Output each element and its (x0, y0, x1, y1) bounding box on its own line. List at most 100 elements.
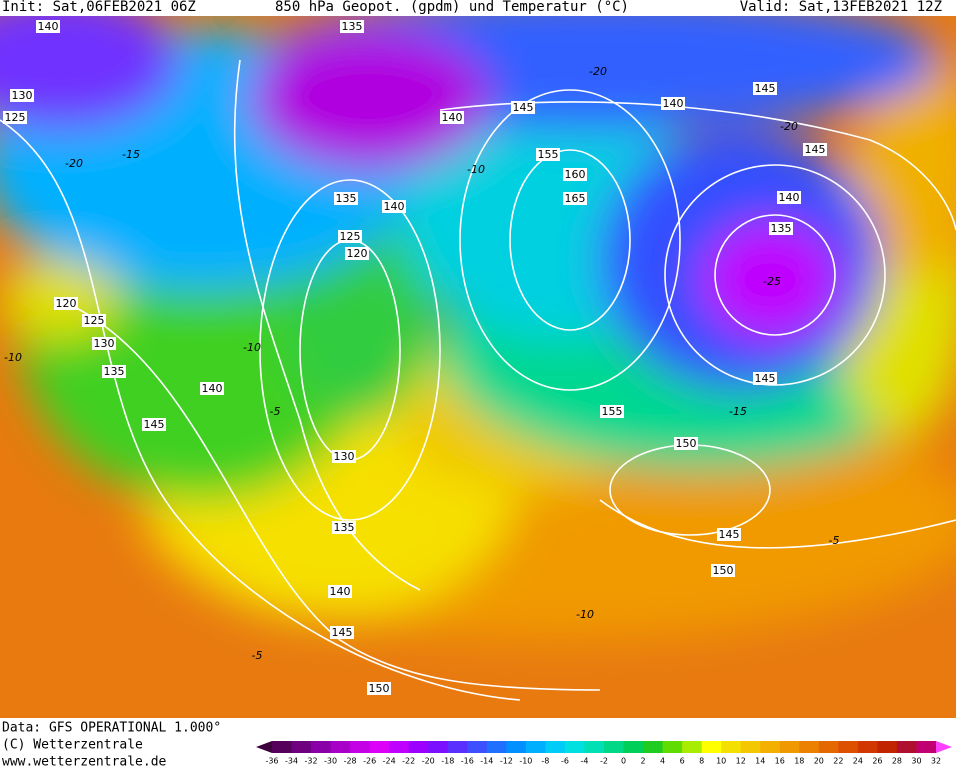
label-box (382, 200, 406, 213)
colorbar-label: 16 (775, 757, 785, 766)
colorbar-label: -16 (461, 757, 474, 766)
colorbar-label: 24 (853, 757, 863, 766)
label-box (440, 111, 464, 124)
map-title: 850 hPa Geopot. (gpdm) und Temperatur (°… (275, 0, 629, 15)
colorbar-label: 0 (621, 757, 626, 766)
geopotential-label: 145 (332, 626, 353, 639)
colorbar-label: 14 (755, 757, 765, 766)
geopotential-label: 145 (755, 82, 776, 95)
temperature-label: -20 (589, 65, 607, 78)
label-box (345, 247, 369, 260)
colorbar-box (701, 741, 722, 753)
geopotential-label: 135 (336, 192, 357, 205)
header: Init: Sat,06FEB2021 06Z 850 hPa Geopot. … (2, 0, 942, 15)
colorbar-box (740, 741, 761, 753)
label-box (338, 230, 362, 243)
temperature-label: -20 (780, 120, 798, 133)
label-box (674, 437, 698, 450)
geopotential-label: 135 (104, 365, 125, 378)
init-time: Init: Sat,06FEB2021 06Z (2, 0, 196, 15)
geopotential-label: 150 (713, 564, 734, 577)
colorbar-label: -6 (561, 757, 569, 766)
colorbar: -36 -34 -32 -30 -28 -26 -24 -22 -20 -18 -16 -14 -12-… (256, 741, 952, 766)
geopotential-label: 145 (144, 418, 165, 431)
colorbar-label: -8 (541, 757, 549, 766)
colorbar-label: -26 (363, 757, 376, 766)
label-box (142, 418, 166, 431)
label-box (563, 192, 587, 205)
label-box (563, 168, 587, 181)
colorbar-arrow-left (256, 741, 272, 753)
colorbar-label: -18 (441, 757, 454, 766)
label-box (600, 405, 624, 418)
colorbar-box (779, 741, 800, 753)
colorbar-box (408, 741, 429, 753)
label-box (3, 111, 27, 124)
colorbar-label: -22 (402, 757, 415, 766)
geopotential-label: 130 (334, 450, 355, 463)
temperature-label: -25 (763, 275, 781, 288)
colorbar-label: 22 (833, 757, 843, 766)
colorbar-label: 20 (814, 757, 824, 766)
temperature-label: -10 (4, 351, 22, 364)
geopotential-label: 160 (565, 168, 586, 181)
colorbar-box (447, 741, 468, 753)
label-box (753, 82, 777, 95)
geopotential-label: 145 (513, 101, 534, 114)
footer: Data: GFS OPERATIONAL 1.000° (C) Wetterz… (2, 721, 221, 768)
colorbar-label: -34 (285, 757, 298, 766)
colorbar-label: 12 (736, 757, 746, 766)
label-box (536, 148, 560, 161)
colorbar-label: -32 (305, 757, 318, 766)
label-box (200, 382, 224, 395)
colorbar-box (623, 741, 644, 753)
geopotential-label: 120 (347, 247, 368, 260)
contour-labels: 140 130 125 145 140 145 155 160 165 145 140 135 135 1… (3, 20, 839, 695)
label-box (334, 192, 358, 205)
geopotential-label: 130 (12, 89, 33, 102)
colorbar-arrow-right (936, 741, 952, 753)
colorbar-label: -2 (600, 757, 608, 766)
label-box (803, 143, 827, 156)
geopotential-label: 145 (719, 528, 740, 541)
colorbar-box (525, 741, 546, 753)
colorbar-box (272, 741, 293, 753)
colorbar-box (760, 741, 781, 753)
temperature-label: -10 (576, 608, 594, 621)
geopotential-label: 155 (538, 148, 559, 161)
temperature-label: -10 (467, 163, 485, 176)
geopotential-label: 120 (56, 297, 77, 310)
colorbar-box (311, 741, 332, 753)
geopotential-label: 125 (84, 314, 105, 327)
colorbar-box (428, 741, 449, 753)
colorbar-box (682, 741, 703, 753)
geopotential-label: 140 (779, 191, 800, 204)
url: www.wetterzentrale.de (2, 755, 167, 768)
label-box (332, 450, 356, 463)
label-box (36, 20, 60, 33)
label-box (711, 564, 735, 577)
colorbar-box (721, 741, 742, 753)
colorbar-label: 2 (641, 757, 646, 766)
valid-time: Valid: Sat,13FEB2021 12Z (740, 0, 942, 15)
temperature-label: -20 (65, 157, 83, 170)
colorbar-box (350, 741, 371, 753)
colorbar-box (564, 741, 585, 753)
label-box (511, 101, 535, 114)
data-source: Data: GFS OPERATIONAL 1.000° (2, 721, 221, 736)
colorbar-label: 8 (699, 757, 704, 766)
colorbar-label: -4 (580, 757, 588, 766)
temperature-label: -15 (122, 148, 140, 161)
colorbar-box (369, 741, 390, 753)
colorbar-box (330, 741, 351, 753)
colorbar-box (467, 741, 488, 753)
colorbar-label: 30 (911, 757, 921, 766)
temperature-label: -10 (243, 341, 261, 354)
label-box (330, 626, 354, 639)
label-box (769, 222, 793, 235)
colorbar-box (584, 741, 605, 753)
colorbar-label: -10 (519, 757, 532, 766)
colorbar-label: -30 (324, 757, 337, 766)
colorbar-box (545, 741, 566, 753)
colorbar-box (838, 741, 859, 753)
